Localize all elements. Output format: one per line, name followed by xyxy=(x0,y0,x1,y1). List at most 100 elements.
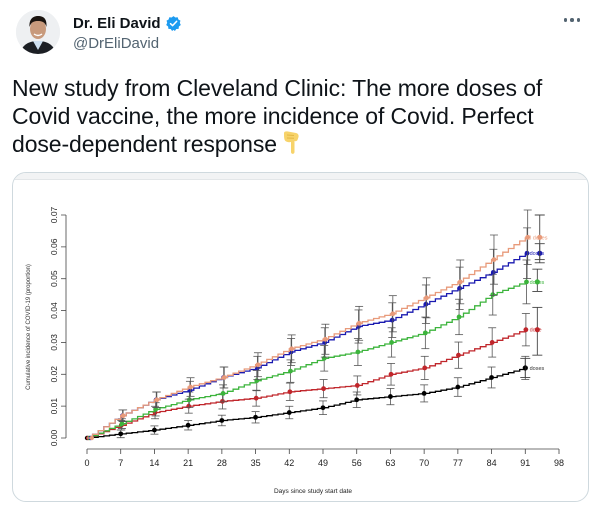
data-point xyxy=(422,365,428,371)
legend-label: 1 dose xyxy=(525,328,542,334)
backhand-index-pointing-down-icon xyxy=(281,130,303,162)
data-point xyxy=(421,391,427,396)
y-tick-label: 0.02 xyxy=(49,366,59,383)
data-point xyxy=(255,362,261,368)
data-point xyxy=(523,327,529,333)
data-point xyxy=(120,413,126,419)
data-point xyxy=(185,422,191,428)
y-tick-label: 0.03 xyxy=(49,334,59,351)
profile-photo-icon xyxy=(16,10,60,54)
x-tick-label: 98 xyxy=(554,458,564,468)
data-point xyxy=(489,340,495,345)
x-tick-label: 49 xyxy=(318,458,328,468)
data-point xyxy=(423,301,429,307)
x-tick-label: 91 xyxy=(520,458,530,468)
series-2-doses: 2 doses xyxy=(87,259,545,441)
data-point xyxy=(220,398,225,404)
author-name[interactable]: Dr. Eli David xyxy=(73,14,161,32)
data-point xyxy=(355,349,361,355)
data-point xyxy=(456,352,461,358)
data-point xyxy=(490,292,496,298)
x-tick-label: 21 xyxy=(183,458,193,468)
legend-label: 3 doses xyxy=(525,251,545,257)
series-1-dose: 1 dose xyxy=(86,306,543,441)
data-point xyxy=(221,375,227,380)
data-point xyxy=(422,330,428,336)
legend-label: 0 doses xyxy=(525,366,545,372)
y-tick-label: 0.06 xyxy=(49,238,59,255)
data-point xyxy=(321,355,327,361)
tweet-text: New study from Cleveland Clinic: The mor… xyxy=(12,74,582,162)
end-point xyxy=(537,234,543,240)
data-point xyxy=(186,397,192,403)
data-point xyxy=(253,414,258,420)
data-point xyxy=(524,279,529,285)
more-dot xyxy=(570,18,574,22)
data-point xyxy=(220,391,226,396)
data-point xyxy=(491,257,497,262)
data-point xyxy=(490,269,496,275)
data-point xyxy=(390,311,396,317)
data-point xyxy=(389,317,395,323)
data-point xyxy=(457,285,463,291)
x-tick-label: 28 xyxy=(217,458,227,468)
data-point xyxy=(254,378,260,384)
data-point xyxy=(424,295,429,301)
more-dot xyxy=(576,18,580,22)
data-point xyxy=(219,418,225,423)
series-line xyxy=(87,237,526,439)
x-tick-label: 7 xyxy=(118,458,123,468)
y-tick-label: 0.05 xyxy=(49,270,59,287)
more-horizontal-icon xyxy=(563,18,567,22)
author-handle[interactable]: @DrEliDavid xyxy=(73,35,160,52)
data-point xyxy=(457,279,463,285)
tweet-media-chart[interactable]: 0.00 0.01 0.02 0.03 0.04 0.05 0.06 0.07 0 7 14 21 28… xyxy=(12,172,589,502)
x-tick-label: 14 xyxy=(149,458,159,468)
series-3-doses: >3 doses xyxy=(87,209,548,441)
chart-marks: 0 doses 1 dose 2 doses 3 doses >3 doses xyxy=(84,209,548,441)
more-options-button[interactable] xyxy=(560,14,585,26)
data-point xyxy=(118,431,124,437)
data-point xyxy=(286,410,292,415)
tweet-body: New study from Cleveland Clinic: The mor… xyxy=(12,75,543,157)
x-tick-label: 70 xyxy=(419,458,429,468)
y-axis-label: Cumulative incidence of COVID-19 (propor… xyxy=(26,264,32,390)
data-point xyxy=(323,336,328,342)
verified-badge-icon xyxy=(165,15,182,32)
data-point xyxy=(188,384,193,390)
x-tick-label: 0 xyxy=(84,458,89,468)
series-line xyxy=(87,367,526,439)
media-top-edge xyxy=(13,173,588,180)
x-axis-label: Days since study start date xyxy=(274,488,352,495)
data-point xyxy=(320,405,326,411)
data-point xyxy=(152,427,157,433)
series-0-doses: 0 doses xyxy=(84,355,545,441)
data-point xyxy=(388,394,393,399)
data-point xyxy=(455,384,461,390)
data-point xyxy=(89,435,95,441)
chart-svg: 0.00 0.01 0.02 0.03 0.04 0.05 0.06 0.07 0 7 14 21 28… xyxy=(26,206,564,495)
avatar[interactable] xyxy=(16,10,60,54)
x-tick-label: 63 xyxy=(385,458,395,468)
data-point xyxy=(287,389,293,395)
data-point xyxy=(356,320,362,326)
data-point xyxy=(489,375,494,380)
y-tick-label: 0.04 xyxy=(49,302,59,319)
data-point xyxy=(524,250,530,256)
x-tick-label: 42 xyxy=(284,458,294,468)
y-tick-label: 0.07 xyxy=(49,206,59,223)
y-tick-label: 0.00 xyxy=(49,429,59,446)
legend-label: >3 doses xyxy=(525,235,548,241)
x-tick-label: 35 xyxy=(251,458,261,468)
x-tick-label: 77 xyxy=(453,458,463,468)
data-point xyxy=(388,371,394,377)
author-info: Dr. Eli David @DrEliDavid xyxy=(73,13,182,52)
data-point xyxy=(253,395,259,401)
end-point xyxy=(534,327,540,333)
data-point xyxy=(119,421,125,427)
x-tick-label: 84 xyxy=(487,458,497,468)
tweet-header: Dr. Eli David @DrEliDavid xyxy=(0,0,600,62)
data-point xyxy=(153,406,159,412)
data-point xyxy=(354,397,360,403)
legend-label: 2 doses xyxy=(525,280,545,286)
